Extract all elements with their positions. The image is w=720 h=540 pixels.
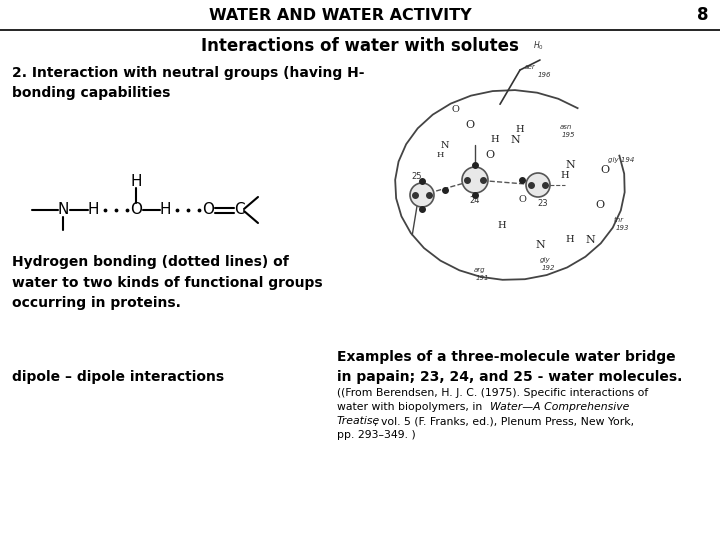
Text: H: H xyxy=(491,136,499,145)
Text: O: O xyxy=(451,105,459,114)
Text: N: N xyxy=(58,202,68,218)
Text: ser: ser xyxy=(525,64,536,70)
Text: H: H xyxy=(566,235,575,245)
Text: asn: asn xyxy=(560,124,572,130)
Text: O: O xyxy=(485,150,495,160)
Text: Interactions of water with solutes: Interactions of water with solutes xyxy=(201,37,519,55)
Text: H: H xyxy=(498,220,506,230)
Text: N: N xyxy=(510,135,520,145)
Text: , vol. 5 (F. Franks, ed.), Plenum Press, New York,: , vol. 5 (F. Franks, ed.), Plenum Press,… xyxy=(374,416,634,426)
Text: H: H xyxy=(130,174,142,190)
Text: N: N xyxy=(441,140,449,150)
Text: 191: 191 xyxy=(475,275,489,281)
Circle shape xyxy=(410,183,434,207)
Text: 192: 192 xyxy=(542,265,556,271)
Circle shape xyxy=(526,173,550,197)
Text: $H_0$: $H_0$ xyxy=(533,39,544,52)
Text: 25: 25 xyxy=(412,172,422,181)
Text: N: N xyxy=(535,240,545,250)
Text: ((From Berendsen, H. J. C. (1975). Specific interactions of: ((From Berendsen, H. J. C. (1975). Speci… xyxy=(337,388,648,398)
Text: H: H xyxy=(436,151,444,159)
Text: 195: 195 xyxy=(562,132,575,138)
Text: N: N xyxy=(585,235,595,245)
Text: gly 194: gly 194 xyxy=(608,157,634,163)
Text: H: H xyxy=(561,171,570,179)
Text: O: O xyxy=(595,200,605,210)
Text: arg: arg xyxy=(474,267,486,273)
Text: C: C xyxy=(234,202,244,218)
Text: 24: 24 xyxy=(469,196,480,205)
Text: 2. Interaction with neutral groups (having H-
bonding capabilities: 2. Interaction with neutral groups (havi… xyxy=(12,66,364,99)
Text: Water—A Comprehensive: Water—A Comprehensive xyxy=(490,402,629,412)
Text: H: H xyxy=(516,125,524,134)
Text: 196: 196 xyxy=(538,72,552,78)
Text: O: O xyxy=(130,202,142,218)
Text: O: O xyxy=(600,165,610,175)
Text: N: N xyxy=(565,160,575,170)
Text: 193: 193 xyxy=(616,225,629,231)
Text: dipole – dipole interactions: dipole – dipole interactions xyxy=(12,370,224,384)
Text: H: H xyxy=(159,202,171,218)
Text: 8: 8 xyxy=(697,6,708,24)
Text: 23: 23 xyxy=(538,199,549,208)
Text: H: H xyxy=(87,202,99,218)
Text: O: O xyxy=(518,195,526,205)
Text: water with biopolymers, in: water with biopolymers, in xyxy=(337,402,486,412)
Text: thr: thr xyxy=(613,217,624,223)
Circle shape xyxy=(462,167,488,193)
Text: pp. 293–349. ): pp. 293–349. ) xyxy=(337,430,415,440)
Text: O: O xyxy=(202,202,214,218)
Text: Hydrogen bonding (dotted lines) of
water to two kinds of functional groups
occur: Hydrogen bonding (dotted lines) of water… xyxy=(12,255,323,310)
Text: Examples of a three-molecule water bridge
in papain; 23, 24, and 25 - water mole: Examples of a three-molecule water bridg… xyxy=(337,350,683,383)
Text: Treatise: Treatise xyxy=(337,416,380,426)
Text: gly: gly xyxy=(540,257,551,263)
Text: O: O xyxy=(465,120,474,130)
Text: WATER AND WATER ACTIVITY: WATER AND WATER ACTIVITY xyxy=(209,8,472,23)
